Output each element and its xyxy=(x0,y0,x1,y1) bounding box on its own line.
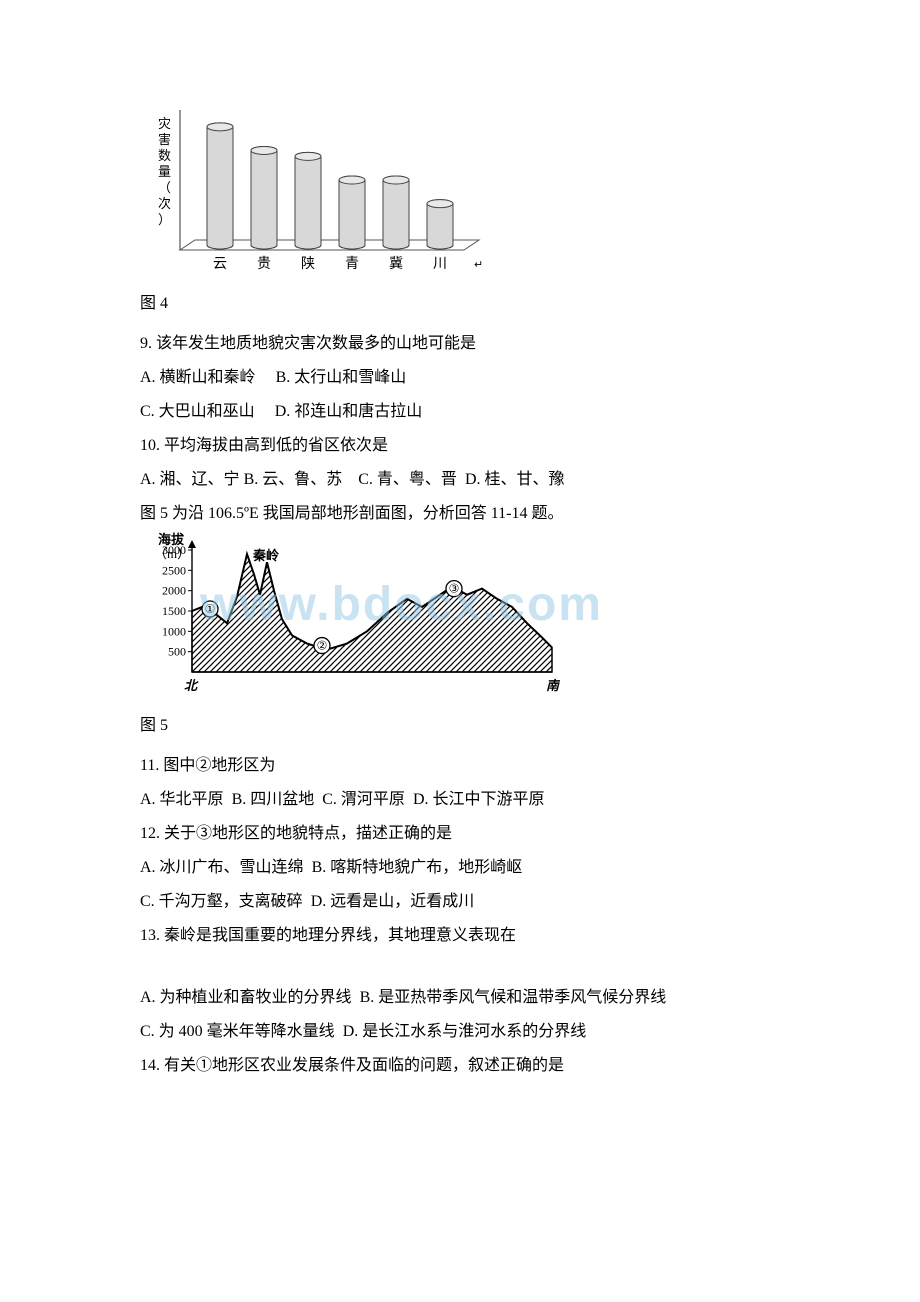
svg-text:北: 北 xyxy=(184,678,199,693)
q14-stem: 14. 有关①地形区农业发展条件及面临的问题，叙述正确的是 xyxy=(140,1050,780,1082)
svg-text:川: 川 xyxy=(433,257,447,272)
svg-text:陕: 陕 xyxy=(301,256,315,272)
svg-text:次: 次 xyxy=(158,196,171,211)
q9-options-row1: A. 横断山和秦岭 B. 太行山和雪峰山 xyxy=(140,362,780,394)
q9-opt-d: D. 祁连山和唐古拉山 xyxy=(275,403,423,420)
q9-opt-c: C. 大巴山和巫山 xyxy=(140,403,255,420)
svg-text:灾: 灾 xyxy=(158,116,171,131)
svg-text:1500: 1500 xyxy=(162,604,186,618)
svg-text:云: 云 xyxy=(213,257,227,272)
q13-opt-d: D. 是长江水系与淮河水系的分界线 xyxy=(343,1023,587,1040)
svg-text:量: 量 xyxy=(158,164,171,179)
svg-text:秦岭: 秦岭 xyxy=(252,548,279,563)
q10-opt-c: C. 青、粤、晋 xyxy=(358,471,457,488)
q9-options-row2: C. 大巴山和巫山 D. 祁连山和唐古拉山 xyxy=(140,396,780,428)
q12-opt-d: D. 远看是山，近看成川 xyxy=(311,893,475,910)
intro-11-14: 图 5 为沿 106.5ºE 我国局部地形剖面图，分析回答 11-14 题。 xyxy=(140,498,780,530)
q12-opt-c: C. 千沟万壑，支离破碎 xyxy=(140,893,303,910)
q11-stem: 11. 图中②地形区为 xyxy=(140,750,780,782)
svg-text:②: ② xyxy=(317,639,328,653)
q12-opt-a: A. 冰川广布、雪山连绵 xyxy=(140,859,304,876)
svg-text:南: 南 xyxy=(546,678,560,693)
q9-stem: 9. 该年发生地质地貌灾害次数最多的山地可能是 xyxy=(140,328,780,360)
q11-opt-d: D. 长江中下游平原 xyxy=(413,791,545,808)
svg-text:数: 数 xyxy=(158,148,171,163)
svg-text:③: ③ xyxy=(449,582,460,596)
svg-text:500: 500 xyxy=(168,645,186,659)
disaster-bar-chart: 灾害数量（次） 云 贵 陕 青 冀 川 ↵ xyxy=(140,100,510,280)
q13-opt-b: B. 是亚热带季风气候和温带季风气候分界线 xyxy=(360,989,667,1006)
q11-opt-b: B. 四川盆地 xyxy=(232,791,315,808)
terrain-profile-chart: 海拔（m）30002500200015001000500秦岭①②③北南 xyxy=(140,532,560,702)
q11-opt-c: C. 渭河平原 xyxy=(322,791,405,808)
svg-text:青: 青 xyxy=(345,256,359,272)
q13-opt-a: A. 为种植业和畜牧业的分界线 xyxy=(140,989,352,1006)
svg-text:1000: 1000 xyxy=(162,624,186,638)
q13-options-row1: A. 为种植业和畜牧业的分界线 B. 是亚热带季风气候和温带季风气候分界线 xyxy=(140,982,780,1014)
q12-options-row2: C. 千沟万壑，支离破碎 D. 远看是山，近看成川 xyxy=(140,886,780,918)
q9-opt-a: A. 横断山和秦岭 xyxy=(140,369,256,386)
q11-opt-a: A. 华北平原 xyxy=(140,791,224,808)
q11-options: A. 华北平原 B. 四川盆地 C. 渭河平原 D. 长江中下游平原 xyxy=(140,784,780,816)
q9-opt-b: B. 太行山和雪峰山 xyxy=(276,369,407,386)
q12-stem: 12. 关于③地形区的地貌特点，描述正确的是 xyxy=(140,818,780,850)
q12-opt-b: B. 喀斯特地貌广布，地形崎岖 xyxy=(312,859,523,876)
svg-text:害: 害 xyxy=(158,132,171,147)
q12-options-row1: A. 冰川广布、雪山连绵 B. 喀斯特地貌广布，地形崎岖 xyxy=(140,852,780,884)
q13-stem: 13. 秦岭是我国重要的地理分界线，其地理意义表现在 xyxy=(140,920,780,952)
svg-text:2500: 2500 xyxy=(162,563,186,577)
svg-text:↵: ↵ xyxy=(474,259,483,271)
figure-4-label: 图 4 xyxy=(140,288,780,320)
svg-text:2000: 2000 xyxy=(162,584,186,598)
q13-opt-c: C. 为 400 毫米年等降水量线 xyxy=(140,1023,335,1040)
q10-opt-b: B. 云、鲁、苏 xyxy=(244,471,343,488)
q10-options: A. 湘、辽、宁 B. 云、鲁、苏 C. 青、粤、晋 D. 桂、甘、豫 xyxy=(140,464,780,496)
svg-text:）: ） xyxy=(158,212,171,227)
svg-text:冀: 冀 xyxy=(389,256,403,272)
svg-text:①: ① xyxy=(205,602,216,616)
svg-text:（: （ xyxy=(158,180,171,195)
q10-opt-a: A. 湘、辽、宁 xyxy=(140,471,240,488)
svg-text:贵: 贵 xyxy=(257,256,271,272)
q10-stem: 10. 平均海拔由高到低的省区依次是 xyxy=(140,430,780,462)
svg-text:3000: 3000 xyxy=(162,543,186,557)
q13-options-row2: C. 为 400 毫米年等降水量线 D. 是长江水系与淮河水系的分界线 xyxy=(140,1016,780,1048)
figure-5-label: 图 5 xyxy=(140,710,780,742)
q10-opt-d: D. 桂、甘、豫 xyxy=(465,471,565,488)
